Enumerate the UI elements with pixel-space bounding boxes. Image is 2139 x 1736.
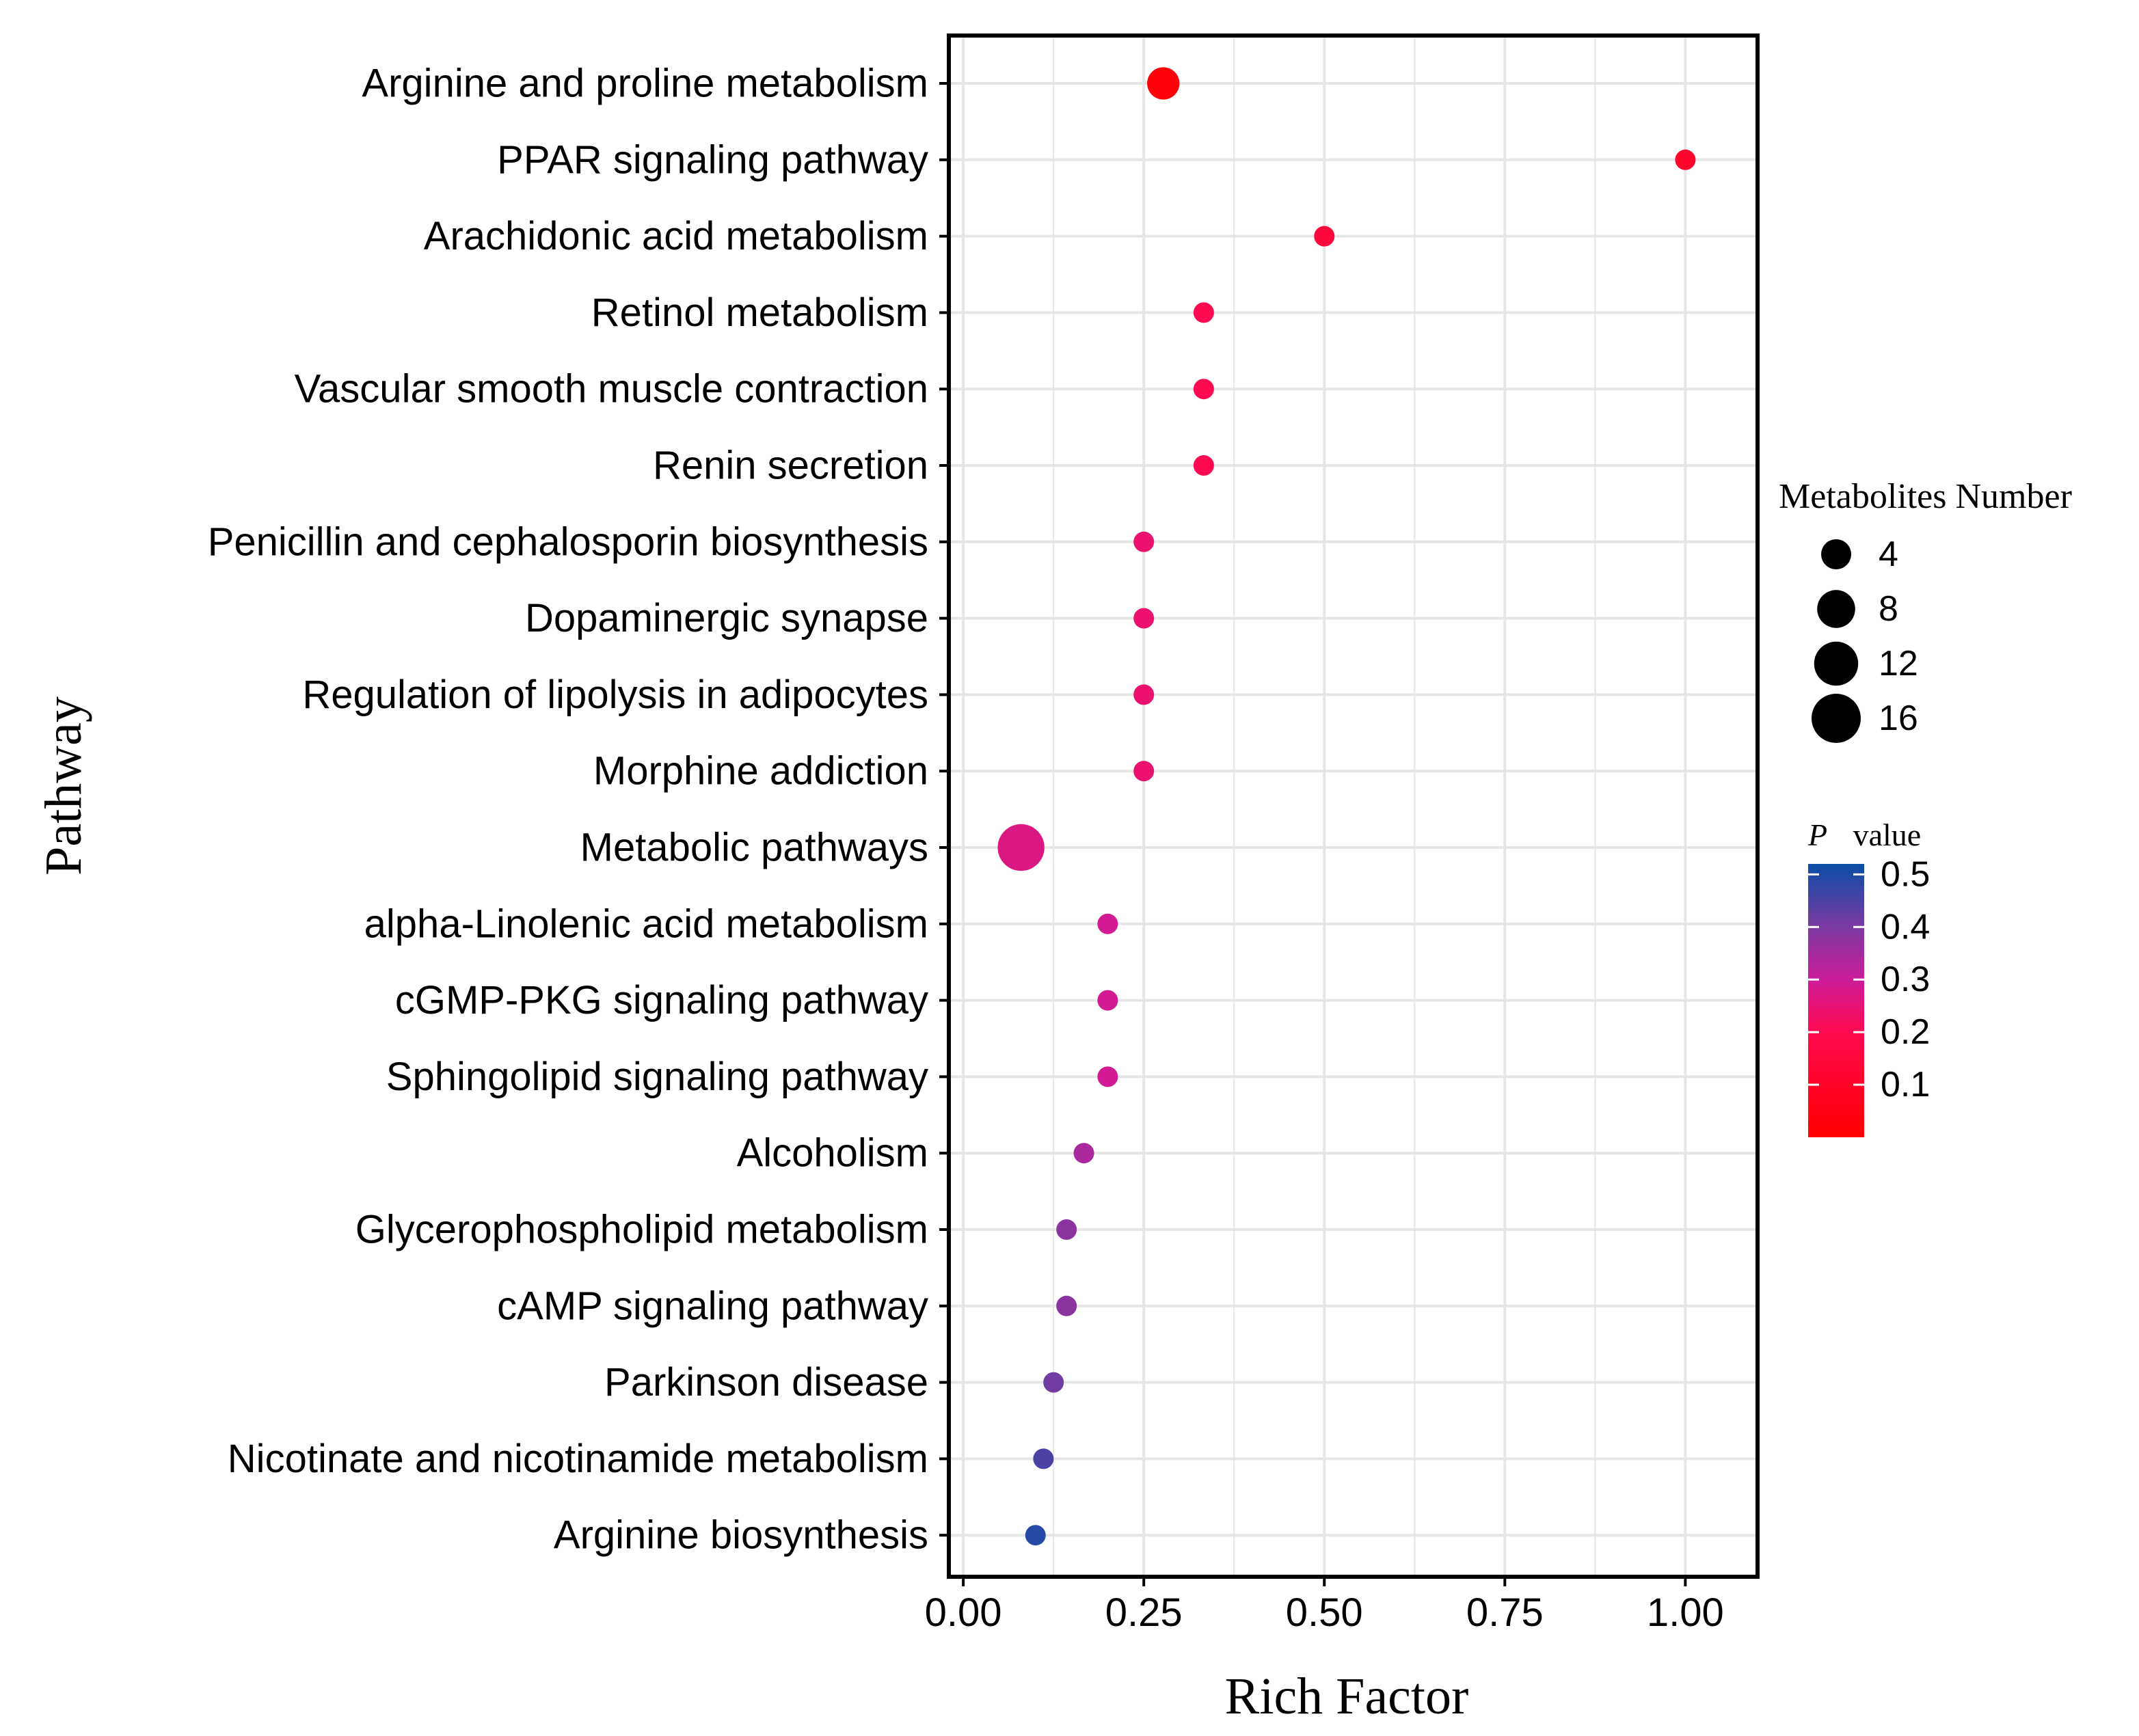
color-legend: P value 0.1 0.2 0.3 0.4 0.5	[1807, 817, 1930, 1137]
pathway-label: Retinol metabolism	[591, 290, 928, 335]
pathway-label: Glycerophospholipid metabolism	[355, 1208, 928, 1252]
pathway-label: Alcoholism	[737, 1131, 928, 1176]
x-tick-label: 0.75	[1466, 1590, 1544, 1635]
size-legend-label: 16	[1879, 699, 1918, 738]
data-point	[1193, 455, 1214, 476]
size-legend-key	[1821, 539, 1851, 569]
size-legend-title: Metabolites Number	[1779, 477, 2072, 516]
data-point	[1056, 1295, 1077, 1316]
color-legend-title: P value	[1807, 817, 1921, 852]
pathway-label: Sphingolipid signaling pathway	[386, 1055, 928, 1099]
y-axis-title: Pathway	[35, 696, 92, 876]
pathway-label: Vascular smooth muscle contraction	[295, 367, 928, 411]
size-legend-key	[1817, 590, 1855, 628]
grid-layer	[949, 36, 1758, 1577]
x-axis-title: Rich Factor	[1225, 1668, 1469, 1725]
color-legend-label: 0.5	[1881, 854, 1930, 894]
plot-panel-border	[947, 33, 1760, 1579]
color-legend-title-p: P	[1807, 817, 1827, 852]
data-point	[1033, 1448, 1054, 1469]
data-point	[997, 824, 1045, 871]
points-layer	[997, 67, 1696, 1546]
color-legend-label: 0.1	[1881, 1065, 1930, 1104]
data-point	[1147, 67, 1180, 100]
data-point	[1097, 990, 1118, 1011]
pathway-label: Morphine addiction	[593, 749, 928, 794]
data-point	[1097, 913, 1118, 934]
x-tick-labels: 0.00 0.25 0.50 0.75 1.00	[925, 1590, 1724, 1635]
pathway-label: cGMP-PKG signaling pathway	[395, 978, 928, 1022]
axes-layer	[939, 82, 1687, 1586]
pathway-label: alpha-Linolenic acid metabolism	[364, 901, 928, 946]
size-legend-label: 12	[1879, 644, 1918, 683]
size-legend-key	[1812, 694, 1861, 743]
color-legend-bar	[1808, 864, 1864, 1137]
pathway-label: Renin secretion	[653, 444, 928, 488]
pathway-label: Nicotinate and nicotinamide metabolism	[228, 1437, 928, 1481]
data-point	[1133, 608, 1155, 629]
pathway-label: Parkinson disease	[604, 1360, 928, 1405]
pathway-label: Metabolic pathways	[580, 826, 928, 870]
data-point	[1043, 1372, 1064, 1393]
pathway-labels: Arginine and proline metabolism PPAR sign…	[208, 62, 928, 1558]
pathway-label: Regulation of lipolysis in adipocytes	[302, 673, 928, 717]
x-tick-label: 1.00	[1647, 1590, 1724, 1635]
data-point	[1025, 1525, 1046, 1546]
size-legend-key	[1814, 641, 1859, 686]
pathway-label: PPAR signaling pathway	[497, 137, 928, 182]
size-legend-label: 4	[1879, 534, 1898, 574]
x-tick-label: 0.00	[925, 1590, 1002, 1635]
color-legend-ticks: 0.1 0.2 0.3 0.4 0.5	[1808, 854, 1930, 1104]
x-tick-label: 0.25	[1105, 1590, 1183, 1635]
data-point	[1675, 149, 1696, 170]
pathway-label: Arachidonic acid metabolism	[424, 214, 928, 258]
data-point	[1193, 379, 1214, 400]
color-legend-title-value: value	[1853, 817, 1922, 852]
pathway-label: Arginine biosynthesis	[554, 1513, 928, 1558]
pathway-label: cAMP signaling pathway	[497, 1284, 928, 1328]
data-point	[1133, 761, 1155, 782]
data-point	[1193, 302, 1214, 323]
x-tick-label: 0.50	[1286, 1590, 1363, 1635]
data-point	[1056, 1219, 1077, 1240]
data-point	[1073, 1143, 1094, 1164]
pathway-label: Dopaminergic synapse	[525, 596, 928, 640]
color-legend-label: 0.3	[1881, 960, 1930, 999]
size-legend: Metabolites Number 4 8 12 16	[1779, 477, 2072, 743]
pathway-label: Penicillin and cephalosporin biosynthesi…	[208, 519, 928, 564]
size-legend-label: 8	[1879, 589, 1898, 629]
data-point	[1133, 684, 1155, 705]
pathway-label: Arginine and proline metabolism	[362, 62, 928, 106]
data-point	[1097, 1066, 1118, 1087]
color-legend-label: 0.2	[1881, 1012, 1930, 1052]
color-legend-label: 0.4	[1881, 907, 1930, 947]
data-point	[1133, 531, 1155, 552]
data-point	[1314, 226, 1335, 247]
